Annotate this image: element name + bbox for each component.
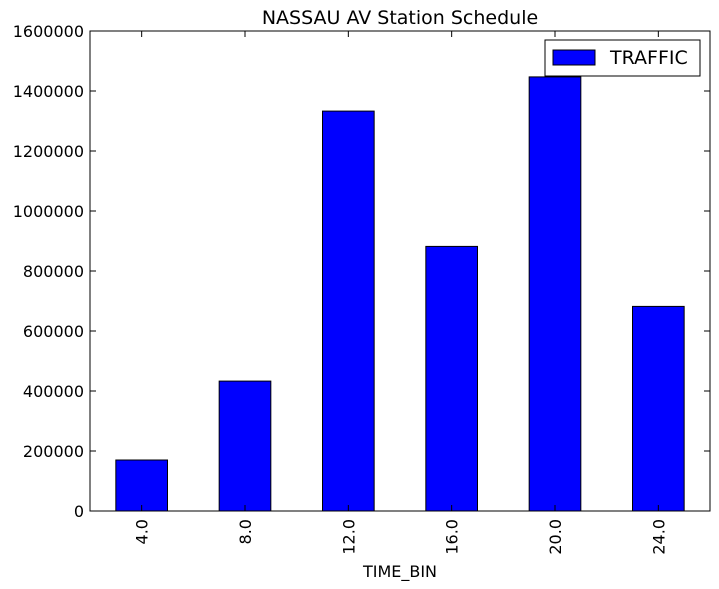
legend-box: [544, 39, 701, 77]
chart-title: NASSAU AV Station Schedule: [262, 7, 538, 29]
legend-swatch: [552, 49, 596, 66]
bar-12.0: [322, 110, 375, 512]
legend: TRAFFIC: [544, 39, 701, 77]
y-axis: 0 200000 400000 600000 800000 1000000 1200000 1…: [13, 22, 710, 521]
y-tick-label: 400000: [23, 382, 84, 401]
bar-24.0: [632, 305, 685, 512]
bar-20.0: [528, 76, 582, 512]
y-tick-label: 1000000: [13, 202, 84, 221]
y-tick-label: 1200000: [13, 142, 84, 161]
y-tick-label: 0: [74, 502, 84, 521]
plot-frame: [89, 30, 711, 512]
x-tick-label: 20.0: [546, 519, 565, 555]
x-tick-label: 4.0: [133, 519, 152, 544]
y-tick-label: 1600000: [13, 22, 84, 41]
bar-16.0: [425, 245, 479, 512]
x-axis: 4.0 8.0 12.0 16.0 20.0 24.0: [133, 31, 668, 555]
y-tick-label: 1400000: [13, 82, 84, 101]
y-tick-label: 800000: [23, 262, 84, 281]
x-tick-label: 8.0: [236, 519, 255, 544]
bar-8.0: [218, 380, 272, 512]
x-tick-label: 24.0: [649, 519, 668, 555]
y-tick-label: 200000: [23, 442, 84, 461]
y-tick-label: 600000: [23, 322, 84, 341]
bar-4.0: [115, 459, 169, 512]
bars-layer: [115, 76, 685, 512]
x-tick-label: 16.0: [443, 519, 462, 555]
x-axis-label: TIME_BIN: [362, 562, 437, 582]
legend-label: TRAFFIC: [609, 47, 688, 69]
x-tick-label: 12.0: [339, 519, 358, 555]
